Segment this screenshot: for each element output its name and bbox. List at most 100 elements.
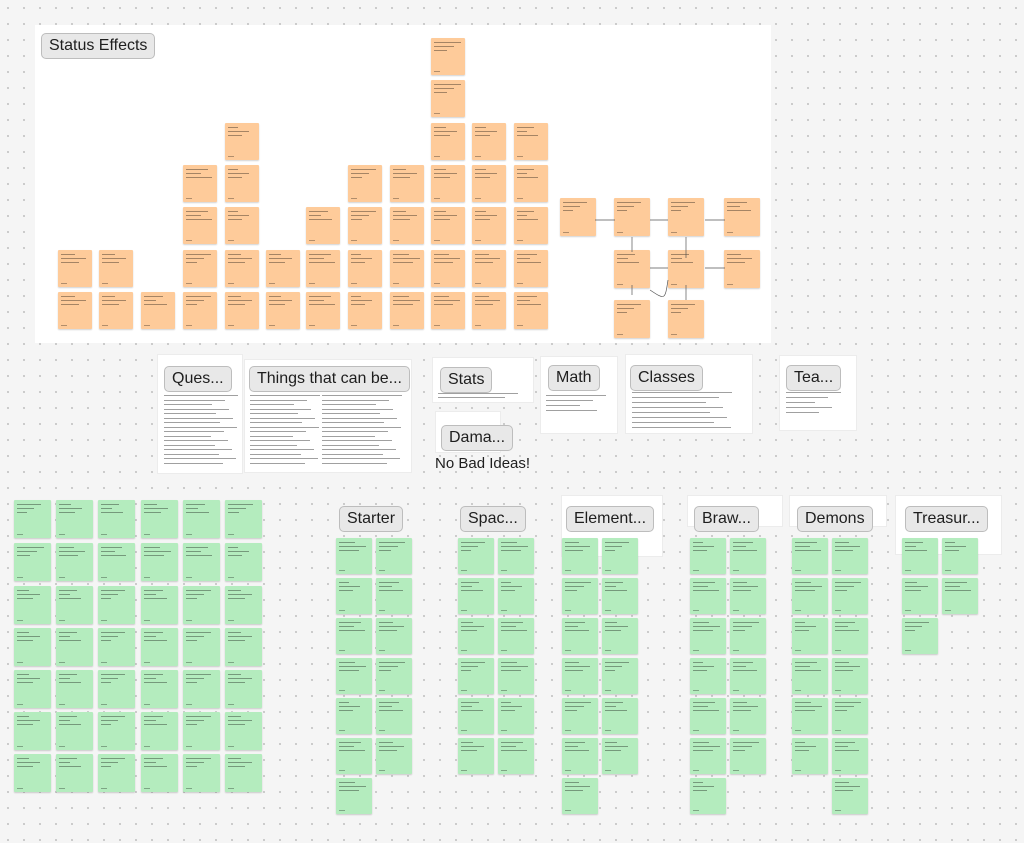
sticky-note[interactable] bbox=[225, 123, 259, 160]
sticky-note[interactable] bbox=[602, 698, 638, 734]
sticky-note[interactable] bbox=[56, 754, 93, 792]
status-effects-label[interactable]: Status Effects bbox=[41, 33, 156, 59]
sticky-note[interactable] bbox=[832, 618, 868, 654]
sticky-note[interactable] bbox=[336, 778, 372, 814]
sticky-note[interactable] bbox=[183, 500, 220, 538]
damage-label[interactable]: Dama... bbox=[441, 425, 514, 451]
sticky-note[interactable] bbox=[98, 543, 135, 581]
sticky-note[interactable] bbox=[724, 198, 760, 236]
sticky-note[interactable] bbox=[99, 250, 133, 287]
sticky-note[interactable] bbox=[562, 538, 598, 574]
math-label[interactable]: Math bbox=[548, 365, 600, 391]
sticky-note[interactable] bbox=[560, 198, 596, 236]
sticky-note[interactable] bbox=[942, 578, 978, 614]
team-label[interactable]: Tea... bbox=[786, 365, 842, 391]
sticky-note[interactable] bbox=[225, 292, 259, 329]
sticky-note[interactable] bbox=[225, 586, 262, 624]
sticky-note[interactable] bbox=[14, 754, 51, 792]
sticky-note[interactable] bbox=[562, 738, 598, 774]
sticky-note[interactable] bbox=[514, 165, 548, 202]
sticky-note[interactable] bbox=[498, 738, 534, 774]
sticky-note[interactable] bbox=[498, 618, 534, 654]
treasure-label[interactable]: Treasur... bbox=[905, 506, 988, 532]
sticky-note[interactable] bbox=[376, 698, 412, 734]
sticky-note[interactable] bbox=[141, 543, 178, 581]
sticky-note[interactable] bbox=[266, 250, 300, 287]
sticky-note[interactable] bbox=[183, 207, 217, 244]
sticky-note[interactable] bbox=[832, 538, 868, 574]
sticky-note[interactable] bbox=[832, 778, 868, 814]
sticky-note[interactable] bbox=[498, 578, 534, 614]
sticky-note[interactable] bbox=[14, 628, 51, 666]
sticky-note[interactable] bbox=[183, 628, 220, 666]
sticky-note[interactable] bbox=[98, 754, 135, 792]
sticky-note[interactable] bbox=[14, 670, 51, 708]
sticky-note[interactable] bbox=[562, 778, 598, 814]
sticky-note[interactable] bbox=[690, 778, 726, 814]
classes-label[interactable]: Classes bbox=[630, 365, 703, 391]
sticky-note[interactable] bbox=[183, 165, 217, 202]
sticky-note[interactable] bbox=[225, 250, 259, 287]
sticky-note[interactable] bbox=[183, 250, 217, 287]
sticky-note[interactable] bbox=[514, 250, 548, 287]
sticky-note[interactable] bbox=[141, 500, 178, 538]
sticky-note[interactable] bbox=[225, 628, 262, 666]
sticky-note[interactable] bbox=[225, 670, 262, 708]
sticky-note[interactable] bbox=[183, 712, 220, 750]
sticky-note[interactable] bbox=[376, 618, 412, 654]
sticky-note[interactable] bbox=[690, 538, 726, 574]
sticky-note[interactable] bbox=[431, 38, 465, 75]
sticky-note[interactable] bbox=[730, 618, 766, 654]
sticky-note[interactable] bbox=[724, 250, 760, 288]
sticky-note[interactable] bbox=[614, 250, 650, 288]
sticky-note[interactable] bbox=[602, 578, 638, 614]
starter-label[interactable]: Starter bbox=[339, 506, 404, 532]
sticky-note[interactable] bbox=[472, 292, 506, 329]
sticky-note[interactable] bbox=[390, 250, 424, 287]
sticky-note[interactable] bbox=[458, 618, 494, 654]
sticky-note[interactable] bbox=[348, 165, 382, 202]
sticky-note[interactable] bbox=[431, 80, 465, 117]
sticky-note[interactable] bbox=[902, 618, 938, 654]
sticky-note[interactable] bbox=[58, 250, 92, 287]
sticky-note[interactable] bbox=[792, 658, 828, 694]
sticky-note[interactable] bbox=[472, 250, 506, 287]
sticky-note[interactable] bbox=[614, 300, 650, 338]
sticky-note[interactable] bbox=[336, 698, 372, 734]
sticky-note[interactable] bbox=[690, 618, 726, 654]
sticky-note[interactable] bbox=[141, 628, 178, 666]
sticky-note[interactable] bbox=[183, 586, 220, 624]
sticky-note[interactable] bbox=[498, 698, 534, 734]
sticky-note[interactable] bbox=[832, 658, 868, 694]
no-bad-ideas-text[interactable]: No Bad Ideas! bbox=[435, 455, 531, 472]
sticky-note[interactable] bbox=[225, 165, 259, 202]
sticky-note[interactable] bbox=[306, 292, 340, 329]
sticky-note[interactable] bbox=[458, 738, 494, 774]
sticky-note[interactable] bbox=[348, 207, 382, 244]
sticky-note[interactable] bbox=[562, 698, 598, 734]
sticky-note[interactable] bbox=[376, 538, 412, 574]
sticky-note[interactable] bbox=[730, 658, 766, 694]
sticky-note[interactable] bbox=[390, 292, 424, 329]
sticky-note[interactable] bbox=[602, 738, 638, 774]
sticky-note[interactable] bbox=[690, 578, 726, 614]
sticky-note[interactable] bbox=[458, 578, 494, 614]
sticky-note[interactable] bbox=[730, 578, 766, 614]
sticky-note[interactable] bbox=[336, 538, 372, 574]
sticky-note[interactable] bbox=[690, 658, 726, 694]
sticky-note[interactable] bbox=[98, 586, 135, 624]
sticky-note[interactable] bbox=[458, 658, 494, 694]
sticky-note[interactable] bbox=[472, 207, 506, 244]
sticky-note[interactable] bbox=[98, 712, 135, 750]
sticky-note[interactable] bbox=[602, 658, 638, 694]
sticky-note[interactable] bbox=[390, 207, 424, 244]
space-label[interactable]: Spac... bbox=[460, 506, 526, 532]
sticky-note[interactable] bbox=[514, 207, 548, 244]
sticky-note[interactable] bbox=[58, 292, 92, 329]
sticky-note[interactable] bbox=[141, 670, 178, 708]
sticky-note[interactable] bbox=[431, 123, 465, 160]
sticky-note[interactable] bbox=[336, 578, 372, 614]
sticky-note[interactable] bbox=[98, 670, 135, 708]
sticky-note[interactable] bbox=[376, 738, 412, 774]
sticky-note[interactable] bbox=[902, 578, 938, 614]
